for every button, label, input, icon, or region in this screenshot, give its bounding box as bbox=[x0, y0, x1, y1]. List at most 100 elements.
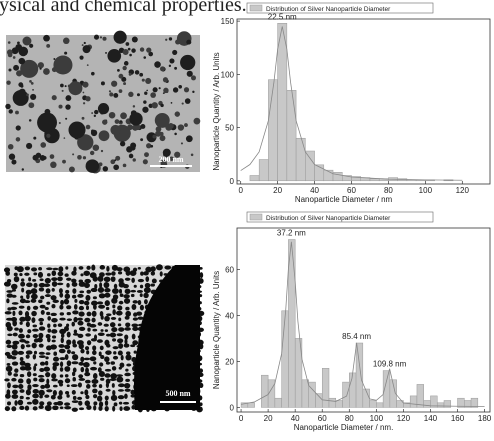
particle bbox=[92, 296, 97, 300]
particle bbox=[57, 276, 63, 282]
particle bbox=[66, 339, 72, 346]
particle bbox=[25, 334, 31, 339]
particle bbox=[123, 343, 130, 348]
particle bbox=[110, 159, 116, 165]
particle bbox=[190, 153, 194, 157]
particle bbox=[111, 383, 115, 388]
particle bbox=[84, 389, 89, 396]
particle bbox=[148, 51, 154, 57]
particle bbox=[192, 90, 195, 94]
particle bbox=[80, 356, 85, 363]
bar bbox=[332, 172, 343, 182]
particle bbox=[92, 276, 98, 282]
particle bbox=[78, 343, 84, 350]
particle bbox=[63, 325, 69, 332]
particle bbox=[38, 343, 44, 348]
particle bbox=[24, 300, 31, 304]
particle bbox=[128, 72, 132, 76]
particle bbox=[39, 395, 43, 399]
x-tick-label: 180 bbox=[478, 414, 492, 423]
particle bbox=[85, 379, 91, 384]
legend-swatch bbox=[249, 213, 263, 221]
particle bbox=[33, 350, 38, 355]
particle bbox=[100, 81, 105, 86]
particle bbox=[78, 299, 85, 305]
particle bbox=[103, 276, 111, 283]
particle bbox=[27, 329, 32, 334]
particle bbox=[107, 49, 122, 63]
particle bbox=[59, 317, 66, 321]
particle bbox=[33, 365, 37, 372]
particle bbox=[174, 132, 177, 136]
particle bbox=[71, 390, 76, 395]
bar bbox=[342, 381, 350, 408]
particle bbox=[38, 326, 46, 331]
particle bbox=[4, 378, 10, 382]
particle bbox=[83, 41, 86, 45]
particle bbox=[25, 350, 33, 355]
particle bbox=[37, 374, 45, 378]
particle bbox=[131, 277, 135, 283]
particle bbox=[26, 371, 32, 378]
particle bbox=[126, 363, 132, 367]
particle bbox=[105, 361, 111, 365]
particle bbox=[91, 129, 95, 133]
particle bbox=[123, 294, 130, 299]
bar bbox=[443, 400, 452, 408]
particle bbox=[123, 298, 131, 304]
particle bbox=[80, 391, 84, 395]
particle bbox=[20, 295, 24, 299]
particle bbox=[93, 304, 97, 310]
particle bbox=[132, 300, 138, 304]
particle bbox=[110, 373, 118, 380]
particle bbox=[80, 273, 84, 277]
x-tick-label: 120 bbox=[397, 414, 411, 423]
particle bbox=[122, 163, 127, 168]
particle bbox=[37, 62, 44, 69]
particle bbox=[11, 294, 17, 298]
bar bbox=[430, 395, 438, 408]
bar bbox=[249, 175, 260, 182]
particle bbox=[118, 383, 125, 388]
particle bbox=[59, 406, 64, 410]
particle bbox=[99, 362, 104, 367]
particle bbox=[24, 340, 30, 344]
particle bbox=[91, 317, 96, 323]
particle bbox=[110, 124, 121, 136]
particle bbox=[29, 65, 36, 72]
particle bbox=[78, 266, 84, 270]
particle bbox=[136, 311, 143, 316]
particle bbox=[98, 390, 103, 396]
particle bbox=[118, 327, 125, 332]
particle bbox=[13, 276, 20, 283]
particle bbox=[165, 90, 169, 93]
particle bbox=[98, 304, 106, 309]
particle bbox=[53, 55, 73, 75]
particle bbox=[38, 267, 43, 271]
particle bbox=[71, 351, 76, 355]
particle bbox=[6, 80, 11, 85]
particle bbox=[66, 360, 72, 367]
particle bbox=[112, 338, 117, 342]
x-tick-label: 160 bbox=[451, 414, 465, 423]
particle bbox=[51, 304, 56, 309]
particle bbox=[38, 389, 45, 396]
particle bbox=[118, 73, 124, 79]
particle bbox=[49, 154, 55, 159]
particle bbox=[111, 327, 118, 333]
particle bbox=[11, 356, 17, 360]
particle bbox=[19, 405, 25, 411]
particle bbox=[150, 283, 155, 287]
particle bbox=[17, 378, 24, 384]
particle bbox=[98, 371, 105, 378]
particle bbox=[26, 401, 32, 405]
particle bbox=[62, 37, 70, 45]
particle bbox=[39, 278, 44, 282]
particle bbox=[82, 91, 85, 94]
particle bbox=[130, 389, 136, 395]
particle bbox=[11, 389, 18, 395]
particle bbox=[104, 368, 112, 372]
particle bbox=[32, 278, 37, 282]
particle bbox=[159, 271, 163, 277]
